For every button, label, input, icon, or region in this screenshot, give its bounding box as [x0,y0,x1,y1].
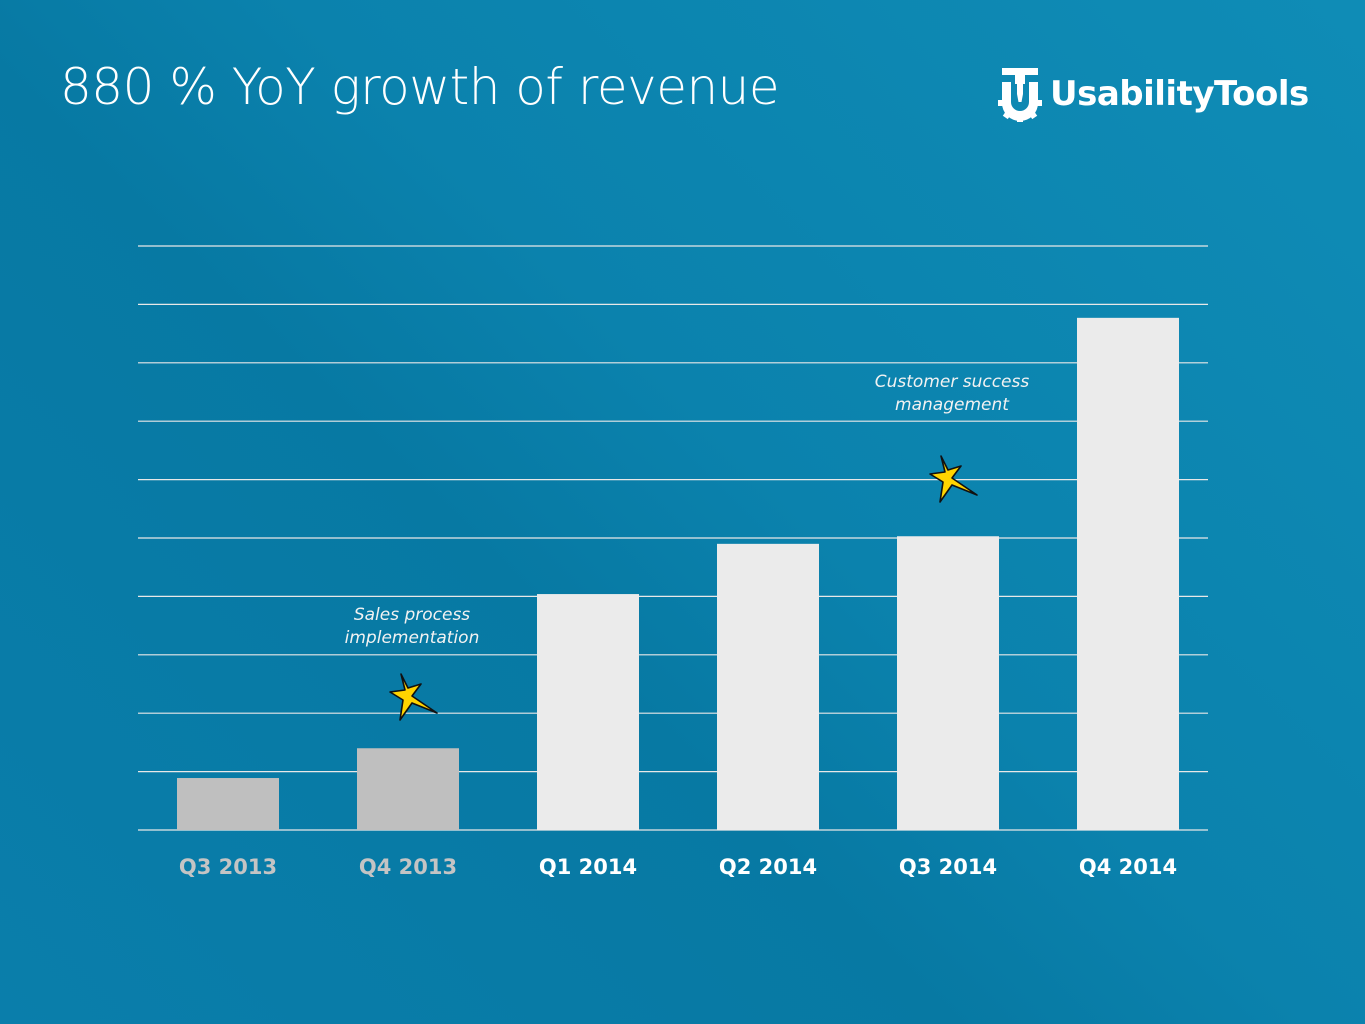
bar-q4-2013 [357,748,459,830]
page-title: 880 % YoY growth of revenue [60,58,780,116]
x-tick-label: Q1 2014 [539,855,637,879]
annotation-line: Sales process [353,605,471,625]
annotation-markers [389,455,978,721]
x-tick-label: Q4 2013 [359,855,457,879]
ut-gear-logo-icon [998,68,1042,122]
gridlines [138,245,1208,831]
annotation-line: Customer success [874,372,1030,392]
bars [177,317,1179,830]
logo-text: UsabilityTools [1050,74,1309,114]
bar-q2-2014 [717,543,819,830]
x-tick-label: Q3 2013 [179,855,277,879]
star-icon [389,673,438,721]
bar-q3-2014 [897,536,999,830]
bar-q1-2014 [537,594,639,830]
x-axis-labels: Q3 2013 Q4 2013 Q1 2014 Q2 2014 Q3 2014 Q4 20… [179,855,1177,879]
x-tick-label: Q2 2014 [719,855,817,879]
annotation-text: Sales process implementation [302,604,522,650]
usabilitytools-logo: UsabilityTools [998,66,1309,122]
annotation-line: management [895,395,1009,415]
bar-q3-2013 [177,778,279,830]
bar-q4-2014 [1077,317,1179,830]
star-icon [929,455,978,503]
x-tick-label: Q4 2014 [1079,855,1177,879]
annotation-text: Customer success management [842,371,1062,417]
x-tick-label: Q3 2014 [899,855,997,879]
annotation-line: implementation [344,628,480,648]
